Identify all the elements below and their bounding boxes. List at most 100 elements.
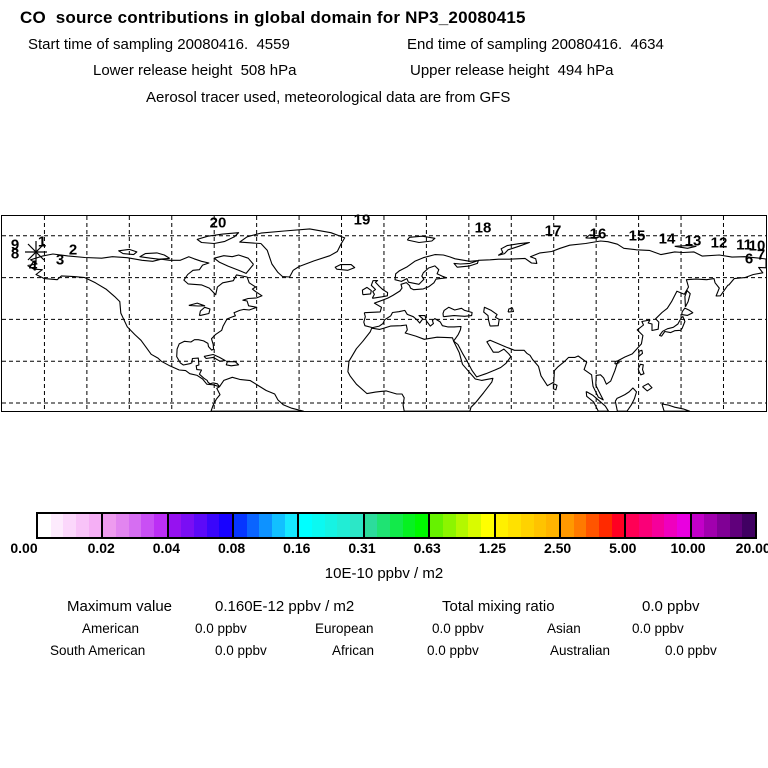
trajectory-point-label: 1 [38, 234, 46, 251]
upper-release-text: Upper release height 494 hPa [410, 62, 614, 79]
colorbar-cell [284, 514, 298, 537]
trajectory-point-label: 13 [685, 233, 702, 250]
trajectory-point-label: 14 [659, 231, 676, 248]
colorbar-cell [611, 514, 625, 537]
coastline [361, 286, 372, 296]
colorbar-segment [101, 514, 167, 537]
colorbar-cell [729, 514, 743, 537]
coastline [406, 235, 436, 244]
region-name: African [332, 643, 375, 658]
coastline [239, 228, 346, 278]
colorbar-cell [495, 514, 509, 537]
region-name: American [82, 621, 140, 636]
coastline [684, 290, 691, 308]
lower-release-text: Lower release height 508 hPa [93, 62, 297, 79]
region-name: European [315, 621, 374, 636]
colorbar-cell [742, 514, 755, 537]
coastline [658, 315, 686, 337]
colorbar-cell [716, 514, 730, 537]
coastline [497, 241, 530, 256]
colorbar-cell [480, 514, 494, 537]
colorbar-cell [586, 514, 599, 537]
colorbar-cell [415, 514, 429, 537]
colorbar-tick-label: 0.08 [217, 540, 246, 556]
coastline [585, 391, 610, 412]
trajectory-point-label: 18 [475, 220, 492, 237]
colorbar-cell [533, 514, 547, 537]
colorbar-tick-label: 5.00 [609, 540, 637, 556]
region-name: South American [50, 643, 146, 658]
tracer-note-text: Aerosol tracer used, meteorological data… [146, 89, 511, 106]
colorbar-cell [76, 514, 89, 537]
trajectory-point-label: 4 [29, 258, 38, 275]
colorbar-cell [194, 514, 207, 537]
coastline [614, 387, 638, 412]
coastline [196, 232, 240, 245]
colorbar-cell [63, 514, 77, 537]
coastline [483, 306, 500, 327]
colorbar-cell [691, 514, 705, 537]
colorbar-cell [38, 514, 51, 537]
coastline [118, 248, 138, 256]
colorbar-tick-label: 20.00 [735, 540, 768, 556]
coastline [507, 307, 515, 313]
coastline [210, 376, 304, 412]
coastline [614, 360, 620, 365]
colorbar-cell [468, 514, 481, 537]
colorbar-tick-label: 0.31 [348, 540, 376, 556]
coastline [139, 252, 170, 260]
coastline [442, 306, 473, 318]
coastline [213, 254, 254, 274]
colorbar-cell [560, 514, 574, 537]
coastline [642, 383, 653, 392]
colorbar-cell [312, 514, 325, 537]
trajectory-point-label: 8 [11, 246, 19, 263]
coastline [661, 403, 691, 412]
colorbar-tick-label: 10.00 [670, 540, 706, 556]
colorbar-units-label: 10E-10 ppbv / m2 [324, 565, 444, 582]
colorbar-segment [689, 514, 755, 537]
colorbar-tick-label: 0.16 [283, 540, 311, 556]
region-name: Asian [547, 621, 581, 636]
coastline [674, 245, 697, 249]
colorbar-cell [246, 514, 260, 537]
colorbar-segment [558, 514, 625, 537]
trajectory-point-label: 19 [354, 212, 371, 229]
max-value-label: Maximum value [67, 598, 173, 615]
colorbar-cell [350, 514, 363, 537]
colorbar-segment [428, 514, 494, 537]
trajectory-point-label: 17 [545, 223, 562, 240]
coastline [585, 234, 602, 239]
coastline [27, 253, 263, 388]
region-value: 0.0 ppbv [632, 621, 684, 636]
colorbar-tick-label: 0.02 [87, 540, 115, 556]
total-mixing-label: Total mixing ratio [442, 598, 555, 615]
coastline [638, 349, 644, 357]
colorbar-segment [297, 514, 363, 537]
colorbar-cell [206, 514, 220, 537]
world-map-panel: 1 2 3 4 6 7 8 9 10 11 12 13 14 15 16 17 18 19 20 [1, 212, 767, 412]
colorbar-segment [38, 514, 102, 537]
colorbar-cell [259, 514, 273, 537]
colorbar-cell [324, 514, 338, 537]
coastline [334, 264, 356, 271]
coastline [552, 383, 558, 391]
trajectory-point-label: 11 [736, 237, 752, 254]
colorbar-cell [676, 514, 690, 537]
coastline [637, 363, 645, 376]
coastline [370, 279, 389, 299]
colorbar-cell [508, 514, 521, 537]
colorbar-cell [546, 514, 559, 537]
trajectory-point-label: 10 [749, 238, 766, 255]
colorbar-cell [364, 514, 378, 537]
coastline [347, 324, 494, 412]
coastline [188, 302, 206, 307]
coastline [225, 361, 240, 367]
colorbar-cell [337, 514, 351, 537]
colorbar [36, 512, 757, 539]
release-point-star-icon [27, 243, 45, 261]
colorbar-tick-label: 2.50 [543, 540, 572, 556]
colorbar-cell [299, 514, 313, 537]
colorbar-cell [128, 514, 142, 537]
trajectory-point-label: 20 [210, 215, 227, 232]
